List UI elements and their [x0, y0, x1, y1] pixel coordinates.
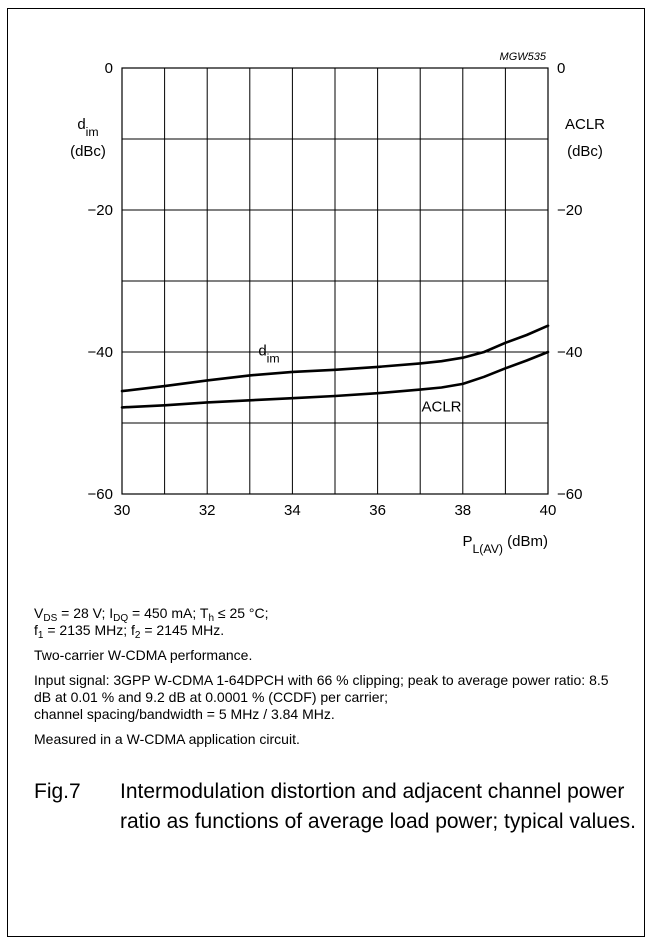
figure-code: MGW535: [500, 51, 547, 63]
conditions-line-1: VDS = 28 V; IDQ = 450 mA; Th ≤ 25 °C;: [34, 605, 269, 624]
measured-note: Measured in a W-CDMA application circuit…: [34, 731, 300, 747]
x-tick-label: 38: [454, 502, 471, 519]
y-axis-label-right: ACLR: [565, 116, 605, 133]
y-tick-label-left: −20: [88, 202, 113, 219]
x-tick-label: 34: [284, 502, 301, 519]
y-axis-label-left: dim: [77, 116, 98, 139]
y-tick-label-right: 0: [557, 60, 565, 77]
x-tick-label: 40: [540, 502, 557, 519]
y-tick-label-left: −40: [88, 344, 113, 361]
x-axis-label: PL(AV) (dBm): [462, 533, 548, 556]
y-tick-label-left: 0: [105, 60, 113, 77]
y-tick-label-right: −60: [557, 486, 582, 503]
figure-caption-text: Intermodulation distortion and adjacent …: [120, 780, 636, 833]
series-label-dim: dim: [258, 343, 279, 366]
test-conditions: VDS = 28 V; IDQ = 450 mA; Th ≤ 25 °C; f1…: [34, 605, 624, 756]
series-label-aclr: ACLR: [421, 399, 461, 416]
performance-note: Two-carrier W-CDMA performance.: [34, 647, 253, 663]
x-tick-label: 30: [114, 502, 131, 519]
y-tick-label-right: −40: [557, 344, 582, 361]
figure-frame: [7, 8, 645, 937]
chart: 30 32 34 36 38 40 0 −20 −40 −60 0 −20 −40 −60 dim (dBc)…: [70, 51, 605, 556]
x-tick-label: 36: [369, 502, 386, 519]
y-tick-label-left: −60: [88, 486, 113, 503]
figure-number: Fig.7: [34, 780, 81, 803]
plot-area: [121, 67, 549, 495]
x-tick-label: 32: [199, 502, 216, 519]
conditions-line-2: f1 = 2135 MHz; f2 = 2145 MHz.: [34, 622, 225, 641]
spacing-note: channel spacing/bandwidth = 5 MHz / 3.84…: [34, 706, 335, 722]
series-line-aclr: [120, 350, 550, 409]
y-axis-unit-right: (dBc): [567, 143, 603, 160]
series-line-dim: [120, 324, 550, 393]
input-signal-note: Input signal: 3GPP W-CDMA 1-64DPCH with …: [34, 672, 609, 705]
y-axis-unit-left: (dBc): [70, 143, 106, 160]
y-tick-label-right: −20: [557, 202, 582, 219]
